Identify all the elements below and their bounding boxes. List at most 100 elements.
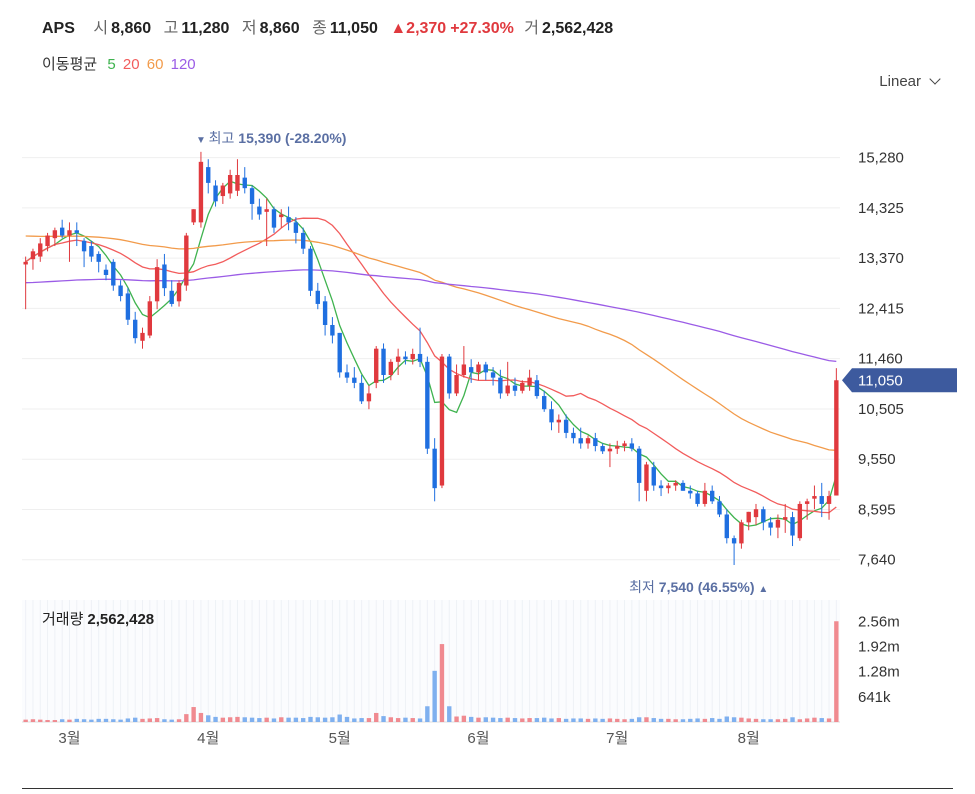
candle-body: [439, 356, 445, 486]
candle-body: [23, 261, 28, 265]
candle-body: [717, 501, 722, 515]
candle: [103, 264, 109, 281]
candle: [731, 535, 737, 565]
volume-bar: [242, 717, 247, 722]
candle-body: [213, 185, 218, 202]
candle-body: [271, 209, 277, 228]
volume-bar: [834, 621, 839, 722]
volume-bar: [636, 717, 642, 722]
candle-body: [724, 514, 729, 539]
volume-label: 거: [524, 20, 539, 37]
y-tick-label: 14,325: [858, 200, 904, 217]
candle-body: [235, 175, 240, 191]
volume-bar: [534, 718, 540, 722]
open-label: 시: [93, 20, 109, 37]
candle: [410, 348, 415, 365]
grid-lines: [22, 157, 840, 561]
candle-body: [67, 230, 72, 236]
volume-tick-label: 1.92m: [858, 638, 900, 655]
volume-bar: [154, 718, 160, 722]
y-tick-label: 9,550: [858, 451, 896, 468]
candle-body: [812, 496, 817, 499]
volume-bar: [279, 717, 284, 722]
candle-body: [585, 438, 591, 444]
candle: [184, 232, 189, 291]
candle-body: [615, 446, 620, 449]
candle-body: [52, 230, 58, 239]
candle: [542, 390, 547, 412]
scale-dropdown[interactable]: Linear: [879, 73, 941, 90]
volume-bar: [812, 717, 817, 722]
candle-body: [125, 293, 131, 320]
candle: [761, 506, 766, 531]
candle: [432, 438, 437, 502]
volume-bar: [483, 717, 488, 722]
candle: [834, 368, 839, 496]
x-tick-label: 7월: [606, 730, 628, 747]
candle-body: [826, 496, 832, 504]
volume-bar: [804, 718, 810, 722]
candle: [417, 327, 423, 368]
candle: [213, 180, 218, 207]
volume-bar: [74, 718, 79, 722]
candle-body: [593, 438, 598, 447]
candle: [352, 367, 357, 389]
candle-body: [768, 522, 773, 528]
x-tick-label: 6월: [467, 730, 489, 747]
candle-body: [395, 356, 401, 362]
stock-symbol: APS: [42, 20, 75, 37]
candle-body: [417, 353, 423, 362]
volume-bar: [176, 719, 182, 722]
candle-body: [191, 209, 196, 223]
volume-bar: [337, 714, 342, 722]
volume-tick-label: 1.28m: [858, 664, 900, 681]
x-tick-label: 8월: [738, 730, 760, 747]
candle-body: [739, 522, 744, 544]
volume-bar: [549, 718, 554, 722]
high-value: 11,280: [181, 20, 230, 37]
candle-body: [563, 419, 569, 433]
ma-120-line: [25, 269, 837, 363]
volume-bar: [300, 718, 306, 722]
high-label: 고: [163, 20, 179, 37]
candle: [768, 517, 773, 536]
candle-body: [330, 325, 335, 336]
volume-bar: [38, 719, 43, 722]
candle-body: [366, 393, 372, 402]
candle: [797, 501, 803, 541]
candle-body: [622, 443, 627, 447]
candle: [702, 482, 708, 507]
volume-bar: [746, 718, 751, 722]
candle: [447, 353, 452, 399]
candle-body: [709, 490, 715, 502]
candle-body: [629, 443, 635, 449]
volume-bar: [695, 718, 700, 722]
candle: [257, 198, 262, 220]
candle-body: [746, 511, 751, 523]
volume-bar: [578, 718, 583, 722]
volume-bar: [45, 720, 50, 722]
candle-body: [534, 380, 540, 397]
last-price-tag-bg: [842, 368, 957, 393]
volume-bar: [439, 644, 445, 722]
candle: [527, 369, 532, 391]
candle: [74, 222, 79, 247]
candle: [600, 443, 605, 454]
candle-body: [344, 372, 350, 378]
ma-5-label: 5: [107, 56, 116, 73]
volume-bar: [680, 719, 686, 722]
candle: [359, 375, 364, 404]
volume-panel-bg: [22, 600, 840, 722]
ma-20-label: 20: [122, 56, 140, 73]
open-value: 8,860: [111, 20, 152, 37]
candle-body: [359, 382, 364, 402]
candle-body: [819, 496, 824, 504]
volume-bar: [322, 717, 328, 722]
candle: [819, 482, 824, 518]
candle: [622, 440, 627, 452]
candle-body: [176, 282, 182, 302]
candle-body: [651, 467, 656, 486]
volume-bar: [169, 719, 174, 722]
candle-body: [337, 332, 342, 373]
